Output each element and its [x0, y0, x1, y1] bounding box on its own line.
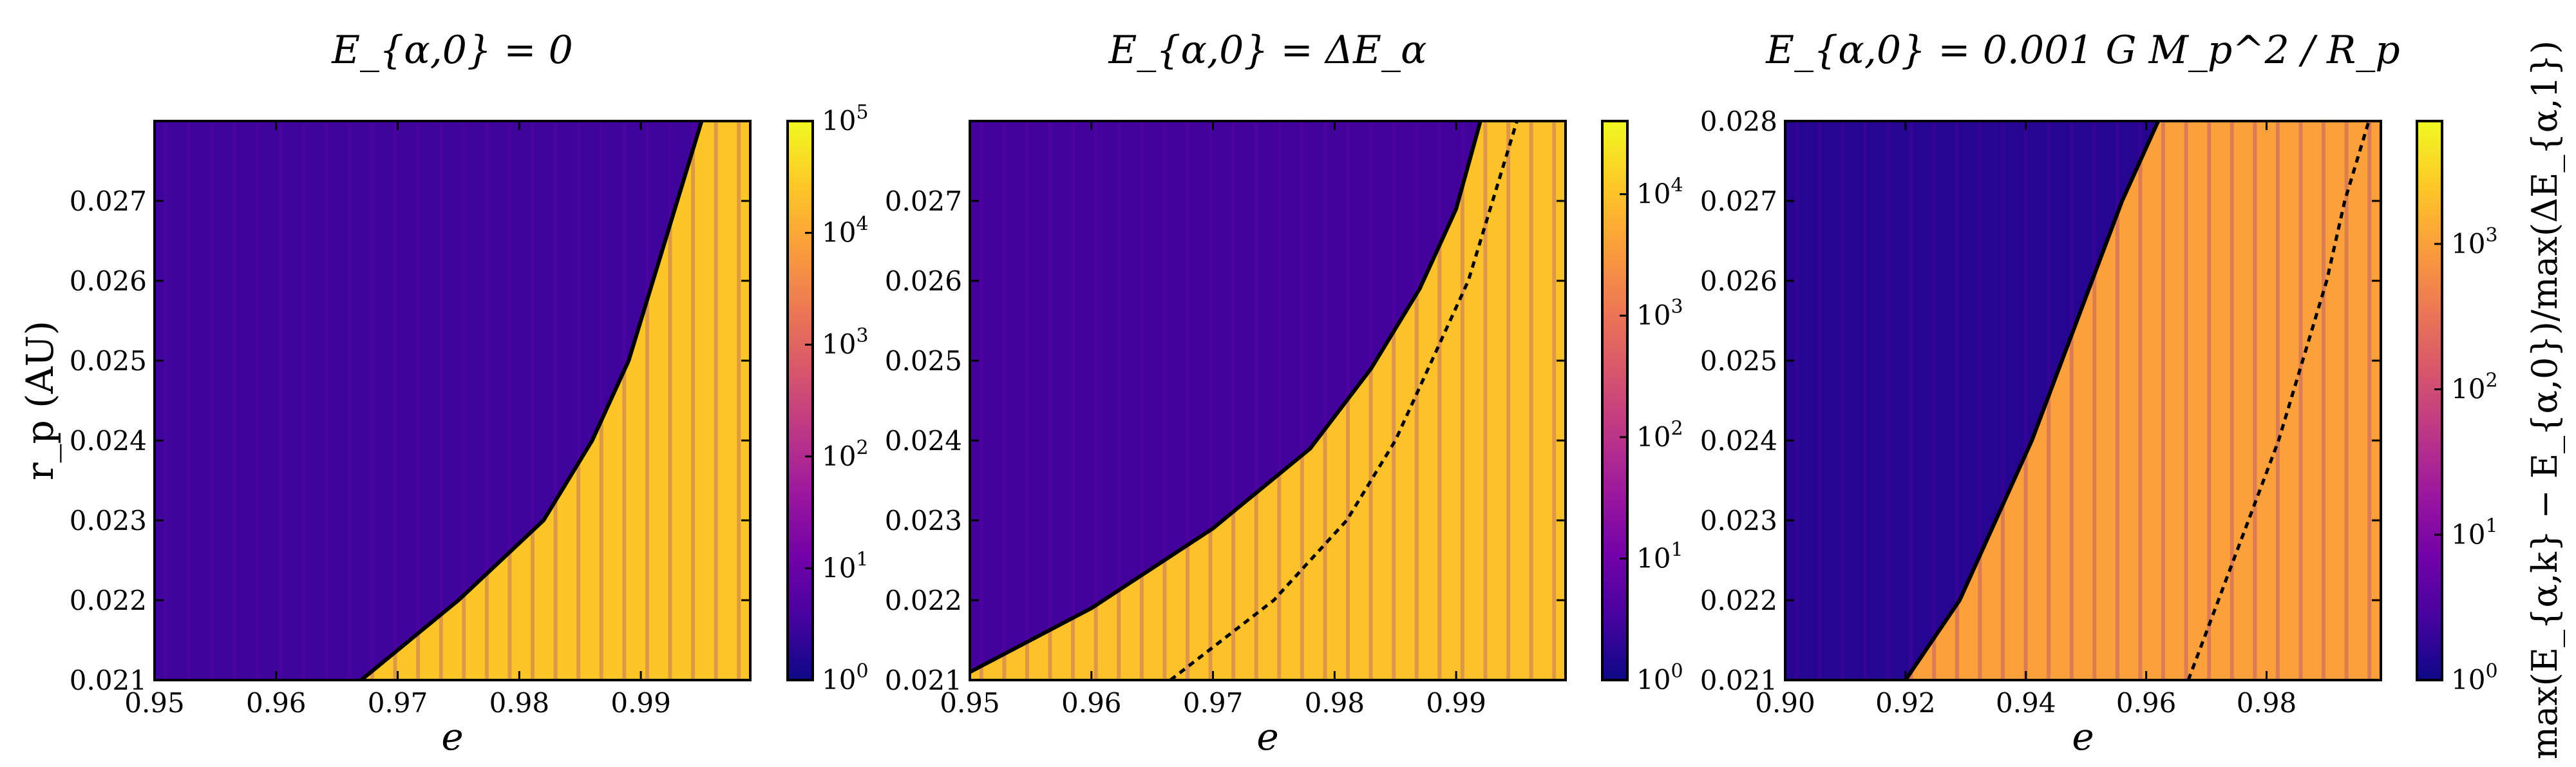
- panel-3-ytick-label: 0.026: [1700, 265, 1777, 297]
- panel-3-ytick-label: 0.023: [1700, 505, 1777, 536]
- panel-2-cbar-label: 100: [1636, 660, 1683, 696]
- panel-1-frame: [153, 120, 752, 681]
- panel-3-ytick-label: 0.024: [1700, 425, 1777, 457]
- panel-1-cbar-label: 101: [822, 548, 869, 583]
- panel-3-boundary-dotted: [2186, 121, 2371, 680]
- panel-1-cbar-label: 102: [822, 437, 869, 472]
- panel-3-cbar-label: 102: [2451, 370, 2498, 405]
- panel-2-cbar-label: 103: [1636, 296, 1683, 331]
- panel-1-cbar-label: 100: [822, 660, 869, 696]
- panel-3-ytick-label: 0.022: [1700, 585, 1777, 616]
- panel-2-xlabel: e: [1256, 715, 1278, 759]
- panel-1-ytick-label: 0.025: [70, 345, 147, 377]
- panel-3-xtick-label: 0.94: [1996, 687, 2056, 719]
- panel-3-stable-region: [1785, 121, 2159, 680]
- panel-1-stable-region: [155, 121, 702, 680]
- panel-2: [969, 120, 1567, 681]
- panel-3-xtick-label: 0.92: [1875, 687, 1936, 719]
- panel-1-title: E_{α,0} = 0: [331, 28, 573, 73]
- shared-ylabel: r_p (AU): [18, 321, 62, 480]
- panel-2-ytick-label: 0.023: [885, 505, 962, 536]
- panel-3-xtick-label: 0.96: [2116, 687, 2177, 719]
- panel-2-ytick-label: 0.022: [885, 585, 962, 616]
- panel-2-stable-texture: [979, 121, 1557, 680]
- panel-3-ytick-label: 0.027: [1700, 185, 1777, 217]
- panel-2-ytick-label: 0.026: [885, 265, 962, 297]
- panel-1-ytick-label: 0.023: [70, 505, 147, 536]
- panel-2-xtick-label: 0.97: [1183, 687, 1244, 719]
- panel-3-title: E_{α,0} = 0.001 G M_p^2 / R_p: [1765, 28, 2400, 73]
- panel-1-xtick-label: 0.99: [611, 687, 671, 719]
- panel-1-cbar-label: 104: [822, 213, 869, 249]
- panel-2-xtick-label: 0.99: [1426, 687, 1486, 719]
- panel-2-ytick-label: 0.024: [885, 425, 962, 457]
- panel-1-ytick-label: 0.022: [70, 585, 147, 616]
- panel-1-ytick-label: 0.021: [70, 665, 147, 696]
- panel-3-frame: [1784, 120, 2382, 681]
- panel-1-boundary-solid: [360, 121, 704, 680]
- panel-3-boundary-solid: [1904, 121, 2161, 680]
- panel-3-xtick-label: 0.98: [2237, 687, 2297, 719]
- panel-2-xtick-label: 0.96: [1061, 687, 1122, 719]
- panel-1-cbar-label: 105: [822, 101, 869, 137]
- panel-1-xtick-label: 0.98: [489, 687, 550, 719]
- panel-2-xtick-label: 0.98: [1305, 687, 1365, 719]
- panel-3-ytick-label: 0.021: [1700, 665, 1777, 696]
- panel-2-boundary-solid: [970, 121, 1482, 674]
- panel-3-stable-texture: [1794, 121, 2372, 680]
- panel-2-title: E_{α,0} = ΔE_α: [1108, 28, 1427, 73]
- panel-1-xlabel: e: [441, 715, 463, 759]
- panel-3-xtick-label: 0.90: [1755, 687, 1815, 719]
- panel-2-boundary-dotted: [1169, 121, 1519, 680]
- panel-1: [153, 120, 752, 681]
- panel-3-xlabel: e: [2072, 715, 2094, 759]
- shared-colorbar-label: max(E_{α,k} − E_{α,0})/max(ΔE_{α,1}): [2524, 41, 2565, 759]
- panel-2-ytick-label: 0.025: [885, 345, 962, 377]
- panel-2-ytick-label: 0.027: [885, 185, 962, 217]
- panel-1-xtick-label: 0.97: [368, 687, 428, 719]
- panel-1-cbar-label: 103: [822, 325, 869, 360]
- panel-3-cbar-label: 101: [2451, 515, 2498, 550]
- panel-3-cbar-label: 103: [2451, 224, 2498, 260]
- panel-3-ytick-label: 0.025: [1700, 345, 1777, 377]
- panel-1-colorbar: [786, 120, 814, 681]
- panel-1-xtick-label: 0.95: [124, 687, 185, 719]
- panel-2-cbar-label: 101: [1636, 538, 1683, 574]
- panel-1-ytick-label: 0.024: [70, 425, 147, 457]
- panel-3-ytick-label: 0.028: [1700, 106, 1777, 137]
- panel-1-ytick-label: 0.026: [70, 265, 147, 297]
- panel-2-ytick-label: 0.021: [885, 665, 962, 696]
- panel-2-frame: [969, 120, 1567, 681]
- panel-2-xtick-label: 0.95: [940, 687, 1000, 719]
- panel-2-cbar-label: 104: [1636, 175, 1683, 210]
- panel-2-stable-region: [970, 121, 1481, 680]
- panel-1-stable-texture: [164, 121, 741, 680]
- panel-1-ytick-label: 0.027: [70, 185, 147, 217]
- panel-3-colorbar: [2416, 120, 2443, 681]
- panel-2-colorbar: [1601, 120, 1629, 681]
- panel-2-cbar-label: 102: [1636, 417, 1683, 453]
- panel-1-xtick-label: 0.96: [246, 687, 307, 719]
- panel-3: [1784, 120, 2382, 681]
- panel-3-cbar-label: 100: [2451, 660, 2498, 696]
